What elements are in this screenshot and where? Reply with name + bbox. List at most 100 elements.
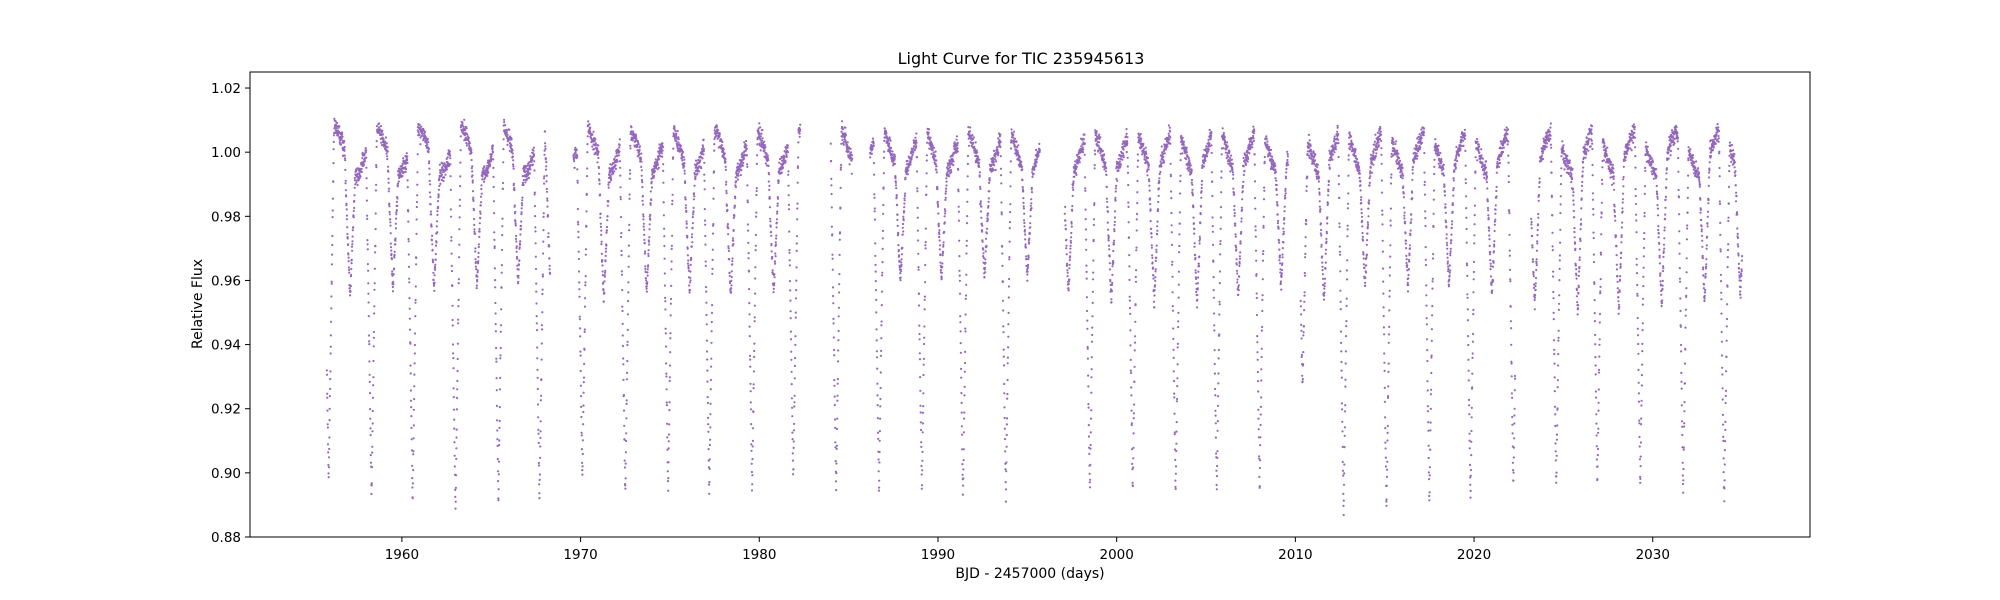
flux-point — [1130, 371, 1133, 374]
flux-point — [796, 166, 800, 169]
flux-point — [1083, 142, 1086, 145]
flux-point — [371, 445, 374, 448]
flux-point — [973, 147, 977, 150]
flux-point — [1219, 240, 1222, 243]
flux-point — [1194, 271, 1197, 274]
flux-point — [614, 167, 618, 170]
flux-point — [1073, 175, 1076, 178]
flux-point — [1025, 255, 1028, 258]
flux-point — [1218, 313, 1221, 316]
flux-point — [1174, 487, 1177, 490]
flux-point — [1234, 222, 1237, 225]
flux-point — [963, 411, 966, 414]
flux-point — [1030, 186, 1033, 189]
flux-point — [1129, 329, 1132, 332]
flux-point — [471, 179, 474, 182]
flux-point — [900, 261, 903, 264]
flux-point — [395, 200, 398, 203]
flux-point — [918, 332, 921, 336]
flux-point — [443, 162, 446, 166]
flux-point — [545, 161, 548, 164]
flux-point — [840, 125, 844, 129]
flux-point — [997, 137, 1000, 140]
flux-point — [583, 362, 586, 365]
flux-point — [772, 291, 775, 294]
flux-point — [582, 391, 585, 394]
flux-point — [1202, 162, 1206, 165]
flux-point — [626, 343, 629, 347]
flux-point — [513, 189, 516, 192]
flux-point — [1081, 146, 1084, 149]
flux-point — [686, 254, 690, 257]
flux-point — [1067, 282, 1070, 286]
flux-point — [628, 197, 631, 200]
flux-point — [850, 151, 853, 154]
flux-point — [671, 193, 674, 196]
flux-point — [454, 488, 457, 491]
flux-point — [646, 281, 649, 284]
flux-point — [924, 247, 927, 250]
flux-point — [664, 300, 667, 303]
flux-point — [360, 167, 363, 170]
flux-point — [1154, 279, 1157, 282]
flux-point — [1197, 270, 1200, 273]
flux-point — [1205, 155, 1208, 158]
flux-point — [1256, 335, 1259, 338]
flux-point — [692, 210, 695, 213]
flux-point — [880, 349, 883, 352]
flux-point — [730, 279, 733, 282]
flux-point — [347, 253, 350, 256]
flux-point — [393, 267, 396, 270]
flux-point — [577, 270, 581, 273]
flux-point — [496, 457, 499, 461]
flux-point — [1134, 280, 1138, 283]
flux-point — [430, 225, 433, 228]
flux-point — [1153, 289, 1156, 292]
flux-point — [916, 229, 920, 232]
flux-point — [1185, 146, 1188, 149]
flux-point — [533, 191, 536, 194]
flux-point — [915, 132, 918, 135]
flux-point — [1075, 173, 1078, 176]
flux-point — [707, 430, 710, 433]
flux-point — [966, 215, 969, 218]
flux-point — [497, 497, 500, 500]
flux-point — [1263, 189, 1266, 192]
flux-point — [351, 235, 354, 238]
flux-point — [1261, 294, 1264, 297]
flux-point — [1172, 348, 1175, 351]
flux-point — [477, 260, 480, 263]
flux-point — [519, 224, 523, 227]
flux-point — [963, 417, 966, 420]
flux-point — [330, 307, 333, 310]
flux-point — [988, 181, 991, 184]
flux-point — [1241, 208, 1244, 211]
flux-point — [344, 168, 347, 171]
flux-point — [1132, 446, 1135, 449]
flux-point — [840, 163, 843, 166]
flux-point — [986, 218, 990, 221]
flux-point — [437, 194, 440, 197]
flux-point — [1008, 258, 1011, 261]
flux-point — [353, 194, 356, 197]
flux-point — [789, 299, 792, 302]
flux-point — [874, 254, 877, 257]
flux-point — [1262, 252, 1265, 256]
flux-point — [350, 262, 353, 265]
flux-point — [452, 387, 455, 390]
flux-point — [754, 249, 757, 252]
flux-point — [629, 144, 632, 147]
flux-point — [1235, 248, 1238, 251]
flux-point — [778, 169, 781, 172]
flux-point — [528, 172, 532, 175]
flux-point — [1187, 157, 1190, 160]
flux-point — [329, 352, 332, 355]
flux-point — [1085, 264, 1088, 267]
flux-point — [939, 254, 942, 257]
flux-point — [838, 291, 841, 294]
flux-point — [988, 190, 991, 193]
flux-point — [1215, 475, 1218, 478]
flux-point — [439, 171, 442, 175]
flux-point — [539, 436, 542, 439]
flux-point — [787, 170, 790, 173]
